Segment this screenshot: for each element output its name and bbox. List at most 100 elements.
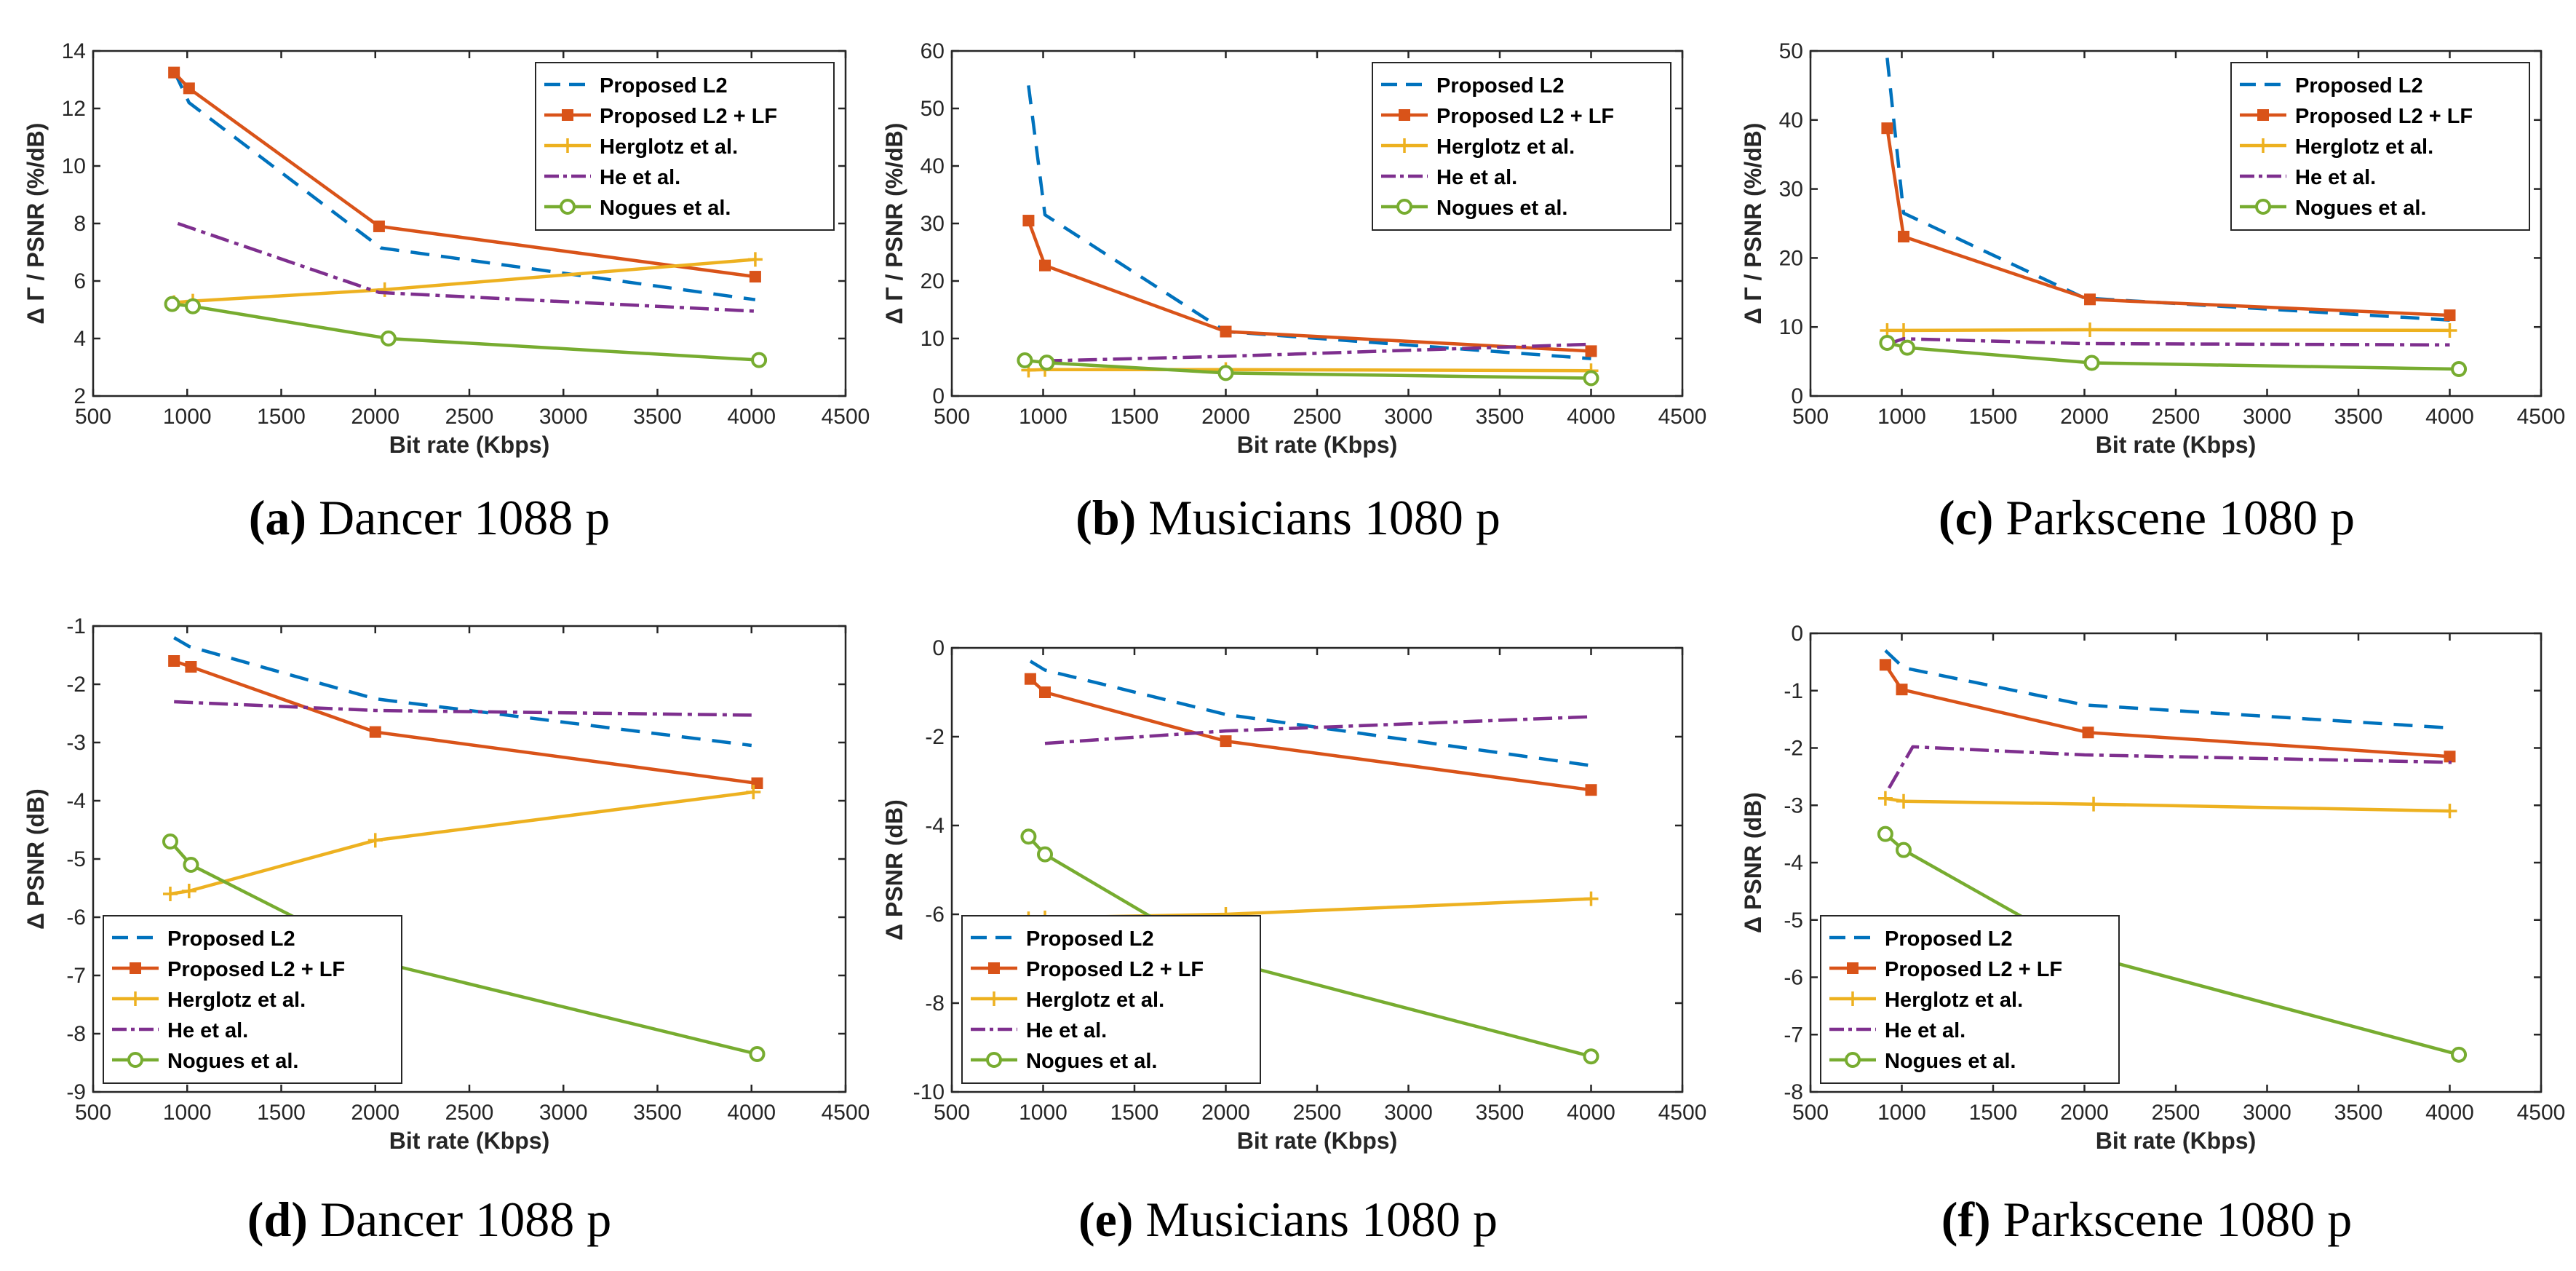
panel-e-xtick-label: 4500 [1658,1101,1707,1125]
panel-f-line-proposed-l2-lf [1884,664,2450,759]
panel-a-legend-label-nogues-et-al: Nogues et al. [600,197,731,220]
panel-d-series-he-et-al [174,700,752,717]
panel-f-xtick-label: 3500 [2334,1101,2383,1125]
panel-f-legend-label-proposed-l2-lf: Proposed L2 + LF [1885,958,2062,981]
panel-b-line-herglotz-et-al [1028,368,1591,373]
panel-b-point-proposed-l2-lf [1022,215,1035,227]
panel-d-xtick-label: 3000 [539,1101,588,1125]
panel-b-xtick-label: 2000 [1201,405,1250,429]
panel-f-point-herglotz-et-al [1896,793,1912,809]
panel-f-legend-marker-nogues-et-al [1845,1052,1861,1068]
caption-b-label: (b) [1076,490,1137,545]
panel-b-ytick-label: 50 [921,97,945,121]
caption-b: (b) Musicians 1080 p [859,489,1717,547]
panel-e-series-he-et-al [1044,715,1591,745]
panel-b-point-nogues-et-al [1017,352,1033,369]
panel-d-ytick-label: -5 [66,847,86,871]
panel-f-series-proposed-l2-lf [1879,659,2456,763]
panel-f-ytick-label: -8 [1784,1080,1803,1104]
panel-a-legend-marker-nogues-et-al [560,199,576,215]
panel-a-ytick-label: 12 [62,97,86,121]
panel-a-point-proposed-l2-lf [749,271,761,283]
panel-e-point-proposed-l2-lf [1585,784,1597,796]
panel-b-ytick-label: 60 [921,39,945,63]
panel-a-line-nogues-et-al [172,302,760,362]
panel-f-ytick-label: -3 [1784,793,1803,817]
panel-d-legend-label-nogues-et-al: Nogues et al. [167,1050,299,1073]
panel-b-point-nogues-et-al [1583,370,1599,387]
panel-d-point-herglotz-et-al [162,887,178,901]
panel-c-xtick-label: 2000 [2060,405,2109,429]
panel-a-point-proposed-l2-lf [183,82,195,95]
panel-c-ytick-label: 10 [1779,315,1803,339]
panel-e-xtick-label: 1500 [1110,1101,1159,1125]
panel-f-xtick-label: 1500 [1969,1101,2018,1125]
panel-d-ytick-label: -8 [66,1022,86,1046]
panel-e-legend-marker-herglotz-et-al [987,991,1001,1006]
caption-d: (d) Dancer 1088 p [0,1191,859,1248]
panel-b-series-nogues-et-al [1017,352,1599,387]
panel-d-point-proposed-l2-lf [369,726,381,738]
panel-b-legend-label-nogues-et-al: Nogues et al. [1436,197,1568,220]
panel-c-point-proposed-l2-lf [2444,309,2456,322]
panel-e-legend-marker-proposed-l2-lf [988,962,1000,974]
panel-c-line-he-et-al [1886,337,2450,347]
panel-d-point-herglotz-et-al [181,884,196,898]
panel-a-ytick-label: 4 [73,327,86,351]
panel-a-legend-marker-proposed-l2-lf [562,109,573,121]
panel-c-line-proposed-l2-lf [1885,127,2450,317]
panel-d-legend-label-he-et-al: He et al. [167,1019,248,1042]
panel-c-xtick-label: 1500 [1969,405,2018,429]
panel-f-line-proposed-l2 [1884,649,2450,730]
panel-b-point-proposed-l2-lf [1220,325,1232,338]
panel-a-ytick-label: 14 [62,39,86,63]
panel-b-line-proposed-l2 [1027,85,1591,360]
panel-f-point-nogues-et-al [2451,1046,2468,1063]
panel-c-legend-marker-herglotz-et-al [2256,138,2270,153]
panel-b-xtick-label: 4500 [1658,405,1707,429]
panel-b: 500 1000 1500 2000 2500 3000 3500 4000 4500 0 10 20… [881,39,1706,458]
panel-d-legend-label-herglotz-et-al: Herglotz et al. [167,989,306,1012]
panel-d-xtick-label: 4500 [822,1101,870,1125]
panel-d-xtick-label: 4000 [727,1101,776,1125]
panel-d-point-proposed-l2-lf [185,661,197,673]
panel-e-point-nogues-et-al [1037,846,1054,863]
panel-d: 500 1000 1500 2000 2500 3000 3500 4000 4500 -9 -8 -… [23,614,870,1154]
panel-d-xtick-label: 1500 [257,1101,306,1125]
panel-b-xtick-label: 3000 [1384,405,1433,429]
panel-f-ytick-label: -6 [1784,966,1803,990]
panel-c-xtick-label: 3000 [2243,405,2291,429]
panel-d-point-herglotz-et-al [746,785,761,799]
caption-f-text: Parkscene 1080 p [2003,1192,2353,1247]
caption-d-text: Dancer 1088 p [319,1192,612,1247]
panel-b-ytick-label: 20 [921,269,945,293]
panel-b-point-nogues-et-al [1038,355,1055,371]
panel-b-ytick-label: 30 [921,212,945,236]
panel-b-xtick-label: 4000 [1567,405,1615,429]
panel-c-legend-label-he-et-al: He et al. [2295,166,2376,189]
panel-a-point-herglotz-et-al [747,252,763,267]
panel-b-legend-label-proposed-l2: Proposed L2 [1436,74,1565,98]
panel-b-line-he-et-al [1043,342,1591,363]
panel-e-xtick-label: 1000 [1019,1101,1068,1125]
panel-d-ytick-label: -1 [66,614,86,638]
panel-d-point-nogues-et-al [749,1046,766,1062]
panel-b-legend-marker-proposed-l2-lf [1399,109,1410,121]
panel-a-series-he-et-al [177,221,756,313]
panel-d-series-proposed-l2 [173,636,752,748]
panel-f-xtick-label: 4500 [2517,1101,2566,1125]
panel-e-xtick-label: 2500 [1293,1101,1342,1125]
panel-a-line-proposed-l2-lf [172,71,756,279]
panel-c-point-herglotz-et-al [2442,322,2457,338]
panel-f-point-herglotz-et-al [2086,796,2102,812]
panel-f-point-proposed-l2-lf [1896,684,1908,696]
panel-e-ylabel: Δ PSNR (dB) [881,799,907,941]
panel-c-xtick-label: 2500 [2152,405,2201,429]
panel-b-line-nogues-et-al [1025,358,1591,380]
panel-b-ytick-label: 0 [932,384,945,408]
panel-e-legend-marker-nogues-et-al [986,1052,1002,1068]
panel-c-legend: Proposed L2 Proposed L2 + LF Herglotz et a… [2230,62,2530,231]
panel-f-series-he-et-al [1887,745,2452,789]
panel-e-legend-label-herglotz-et-al: Herglotz et al. [1026,989,1164,1012]
